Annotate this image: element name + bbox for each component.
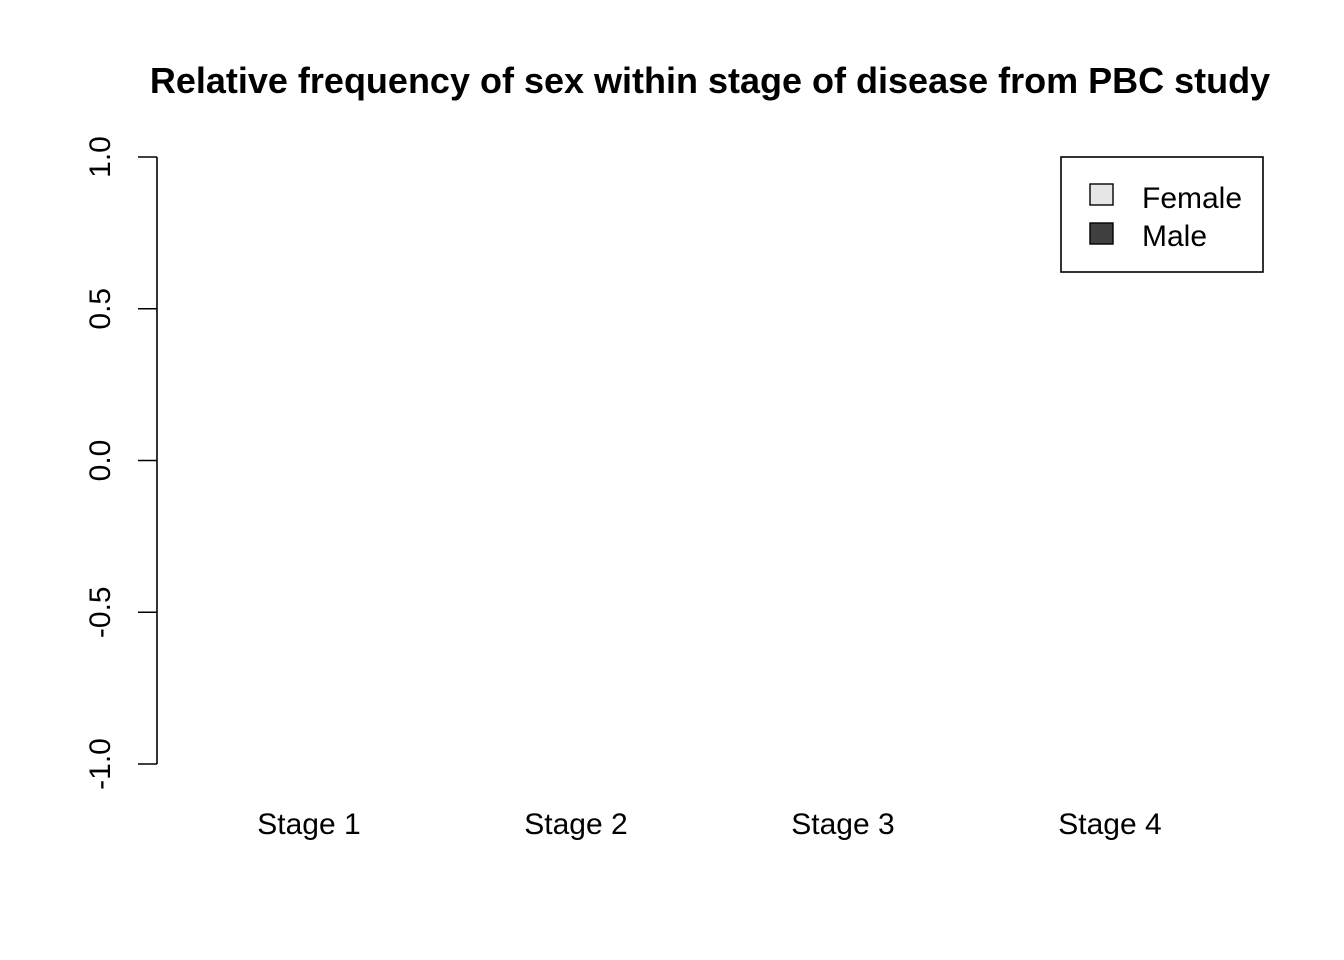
x-tick-label: Stage 4: [1058, 808, 1161, 841]
legend-swatch-male: [1089, 222, 1114, 245]
chart-title: Relative frequency of sex within stage o…: [150, 60, 1270, 101]
y-tick-label: 1.0: [84, 136, 117, 178]
y-axis: -1.0 -0.5 0.0 0.5 1.0: [84, 136, 158, 790]
x-tick-label: Stage 3: [791, 808, 894, 841]
x-tick-label: Stage 2: [524, 808, 627, 841]
x-axis-labels: Stage 1 Stage 2 Stage 3 Stage 4: [257, 808, 1161, 841]
legend: Female Male: [1060, 156, 1264, 273]
legend-label-male: Male: [1142, 220, 1207, 253]
y-tick-label: -1.0: [84, 738, 117, 790]
x-tick-label: Stage 1: [257, 808, 360, 841]
legend-label-female: Female: [1142, 182, 1242, 215]
y-tick-label: -0.5: [84, 586, 117, 638]
y-axis-ticks: -1.0 -0.5 0.0 0.5 1.0: [84, 136, 157, 790]
legend-box: [1060, 156, 1264, 273]
y-tick-label: 0.0: [84, 440, 117, 482]
legend-swatch-female: [1089, 183, 1114, 206]
y-tick-label: 0.5: [84, 288, 117, 330]
